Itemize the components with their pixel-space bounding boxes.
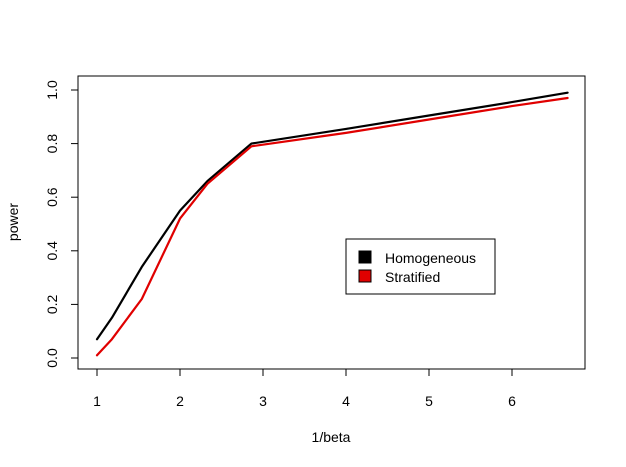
x-axis-title: 1/beta <box>312 429 351 445</box>
plot-frame <box>77 75 586 370</box>
legend-label-homogeneous: Homogeneous <box>385 250 476 266</box>
x-tick-label: 2 <box>176 393 184 409</box>
y-axis-title: power <box>5 203 21 241</box>
legend-swatch-stratified <box>358 269 372 283</box>
x-tick-label: 3 <box>259 393 267 409</box>
series-layer <box>95 91 569 357</box>
legend-swatch-homogeneous <box>358 250 372 264</box>
legend-label-stratified: Stratified <box>385 269 440 285</box>
legend-box <box>345 238 496 295</box>
legend: Homogeneous Stratified <box>345 238 496 295</box>
y-tick-label: 1.0 <box>44 80 60 100</box>
series-line-stratified <box>95 96 569 357</box>
x-tick-label: 5 <box>425 393 433 409</box>
x-axis: 1 2 3 4 5 6 <box>93 368 516 409</box>
y-tick-label: 0.2 <box>44 294 60 314</box>
x-tick-label: 4 <box>342 393 350 409</box>
y-tick-label: 0.0 <box>44 348 60 368</box>
x-tick-label: 6 <box>508 393 516 409</box>
y-tick-label: 0.8 <box>44 134 60 154</box>
x-tick-label: 1 <box>93 393 101 409</box>
y-tick-label: 0.4 <box>44 241 60 261</box>
y-axis: 0.0 0.2 0.4 0.6 0.8 1.0 <box>44 80 79 368</box>
y-tick-label: 0.6 <box>44 187 60 207</box>
series-line-homogeneous <box>95 91 569 341</box>
